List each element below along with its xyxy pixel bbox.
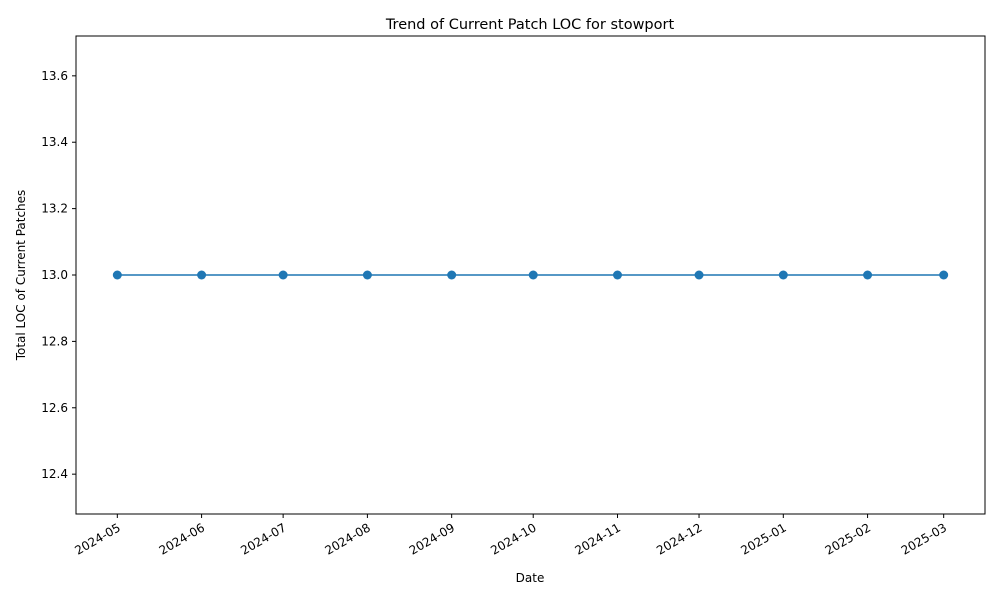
data-point xyxy=(612,270,622,280)
data-point xyxy=(939,270,949,280)
x-axis-title: Date xyxy=(516,571,545,585)
y-tick-label: 13.6 xyxy=(41,69,68,83)
y-tick-label: 13.0 xyxy=(41,268,68,282)
y-tick-label: 13.2 xyxy=(41,202,68,216)
data-point xyxy=(362,270,372,280)
plot-area xyxy=(112,270,949,280)
data-point xyxy=(112,270,122,280)
y-tick-label: 13.4 xyxy=(41,135,68,149)
data-point xyxy=(528,270,538,280)
data-point xyxy=(197,270,207,280)
data-point xyxy=(447,270,457,280)
chart-title: Trend of Current Patch LOC for stowport xyxy=(385,17,675,33)
y-tick-label: 12.6 xyxy=(41,401,68,415)
y-tick-label: 12.4 xyxy=(41,467,68,481)
data-point xyxy=(778,270,788,280)
y-tick-label: 12.8 xyxy=(41,334,68,348)
data-point xyxy=(694,270,704,280)
data-point xyxy=(863,270,873,280)
data-point xyxy=(278,270,288,280)
y-axis-title: Total LOC of Current Patches xyxy=(14,190,28,362)
